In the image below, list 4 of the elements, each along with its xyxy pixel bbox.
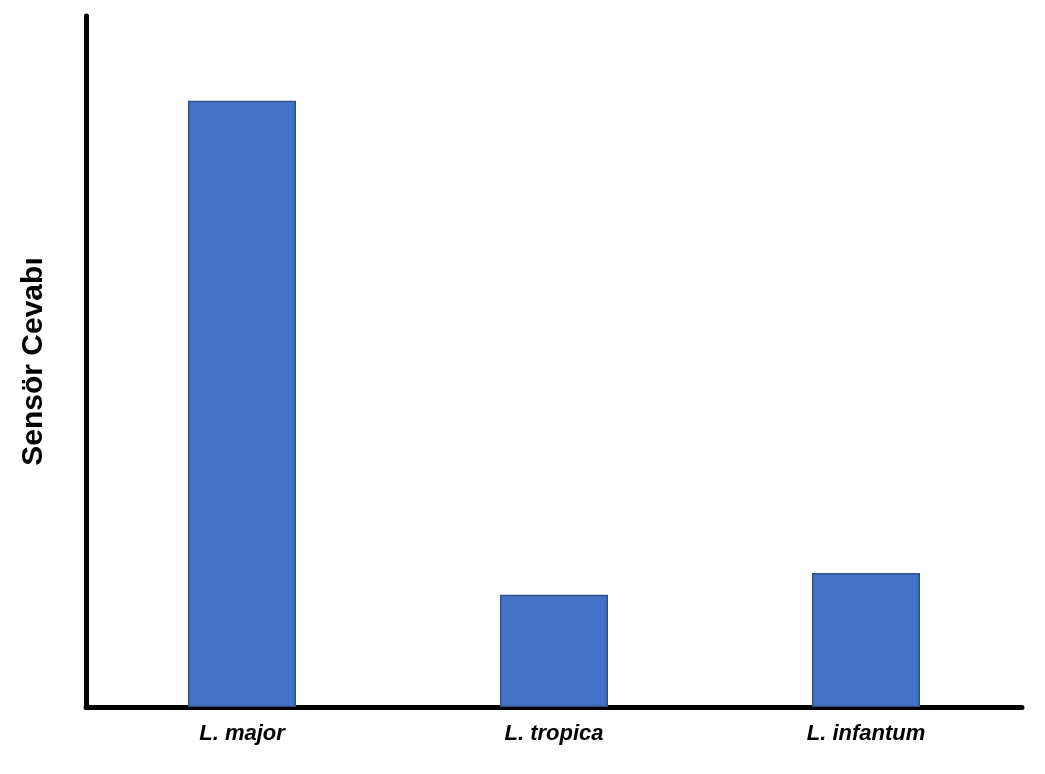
x-tick-label: L. tropica (504, 719, 604, 745)
x-tick-label: L. major (199, 719, 287, 745)
x-tick-label: L. infantum (806, 719, 926, 745)
y-axis-title: Sensör Cevabı (14, 257, 48, 466)
